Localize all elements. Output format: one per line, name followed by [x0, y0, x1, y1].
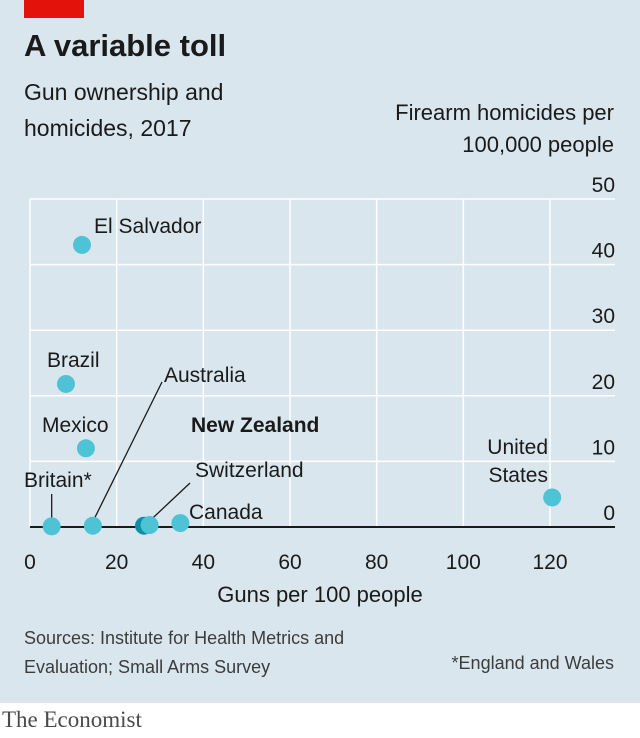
label-leader-lines	[51, 381, 191, 522]
point-label: Canada	[189, 501, 263, 524]
y-tick-label: 10	[592, 436, 615, 459]
point-labels: El Salvador Brazil Mexico Britain* Australia…	[24, 215, 548, 524]
y-axis-label: Firearm homicides per 100,000 people	[395, 100, 614, 157]
point-label: Mexico	[42, 414, 109, 437]
data-point	[73, 235, 91, 254]
point-label: El Salvador	[94, 215, 201, 238]
x-tick-label: 60	[278, 551, 301, 574]
grid-lines	[29, 198, 615, 528]
y-tick-label: 40	[592, 240, 615, 263]
chart-card	[0, 0, 640, 703]
y-tick-label: 0	[603, 502, 615, 525]
y-tick-label: 50	[592, 174, 615, 197]
x-tick-label: 0	[24, 551, 36, 574]
x-tick-label: 20	[105, 551, 128, 574]
footnote: *England and Wales	[451, 653, 614, 673]
chart-title: A variable toll	[24, 28, 227, 63]
x-tick-label: 80	[365, 551, 388, 574]
y-tick-labels: 0 10 20 30 40 50	[592, 174, 615, 525]
point-label: Australia	[164, 364, 246, 387]
point-label: Brazil	[47, 349, 100, 372]
data-points	[42, 235, 562, 536]
y-tick-label: 20	[592, 371, 615, 394]
data-point	[83, 516, 102, 535]
brand-red-bar	[24, 0, 84, 18]
x-tick-label: 40	[192, 551, 215, 574]
leader-line	[92, 381, 163, 522]
x-tick-label: 100	[446, 551, 481, 574]
data-point	[76, 439, 95, 458]
x-tick-label: 120	[532, 551, 567, 574]
point-label: Britain*	[24, 469, 92, 492]
economist-logo: The Economist	[2, 707, 142, 732]
point-label: United States	[487, 436, 548, 487]
point-label: Switzerland	[195, 459, 304, 482]
data-point	[42, 517, 61, 536]
data-point	[56, 374, 75, 393]
point-label: New Zealand	[191, 414, 319, 437]
x-axis-label: Guns per 100 people	[217, 582, 423, 607]
data-point	[171, 514, 190, 533]
chart-subtitle: Gun ownership and homicides, 2017	[24, 79, 224, 141]
data-point	[543, 488, 562, 507]
y-tick-label: 30	[592, 305, 615, 328]
sources-note: Sources: Institute for Health Metrics an…	[24, 628, 345, 677]
x-tick-labels: 0 20 40 60 80 100 120	[24, 551, 567, 574]
leader-line	[149, 482, 191, 522]
data-point	[140, 516, 159, 535]
